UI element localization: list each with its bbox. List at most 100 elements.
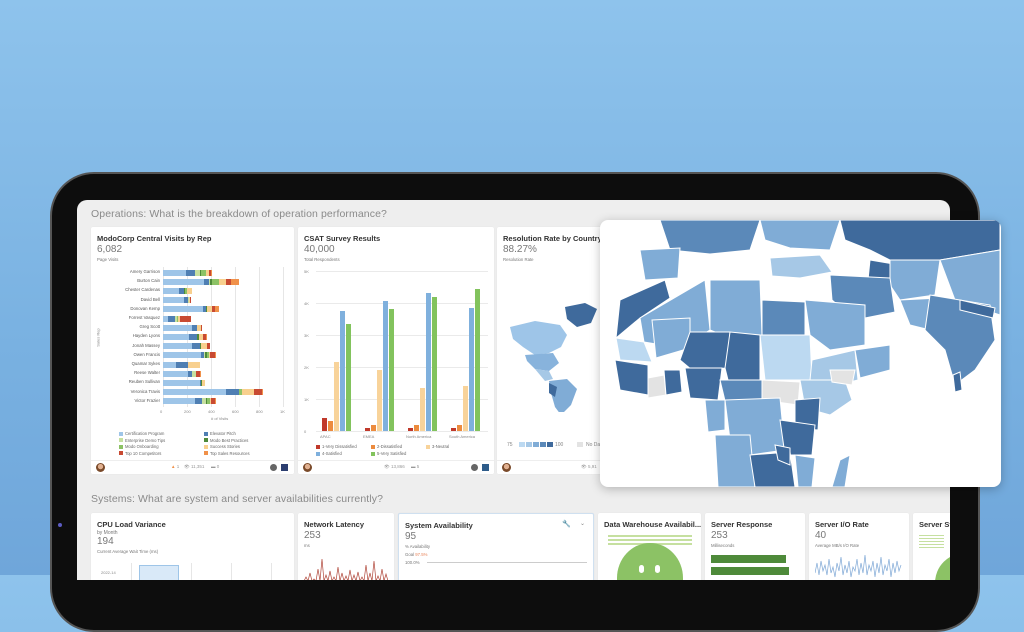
bar-segment[interactable] xyxy=(206,306,208,313)
bar-segment[interactable] xyxy=(207,352,210,359)
csat-bar[interactable] xyxy=(426,293,431,431)
bar-segment[interactable] xyxy=(209,269,211,276)
csat-bar[interactable] xyxy=(389,309,394,431)
csat-bar[interactable] xyxy=(365,427,370,431)
bar-segment[interactable] xyxy=(239,389,243,396)
csat-bar[interactable] xyxy=(377,370,382,431)
bar-segment[interactable] xyxy=(192,370,196,377)
bar-segment[interactable] xyxy=(187,361,201,368)
box-plot[interactable] xyxy=(139,565,179,580)
csat-bar[interactable] xyxy=(383,301,388,431)
csat-bar[interactable] xyxy=(475,288,480,431)
bar-segment[interactable] xyxy=(186,269,196,276)
bar-segment[interactable] xyxy=(210,352,215,359)
bar-segment[interactable] xyxy=(163,297,184,304)
bar-segment[interactable] xyxy=(226,278,232,285)
user-icon[interactable] xyxy=(270,464,277,471)
bar-segment[interactable] xyxy=(200,324,202,331)
csat-bar[interactable] xyxy=(469,307,474,431)
csat-bar[interactable] xyxy=(457,424,462,431)
server-status-card[interactable]: Server St... xyxy=(913,513,950,580)
bar-segment[interactable] xyxy=(163,315,169,322)
bar-segment[interactable] xyxy=(214,398,217,405)
bar-segment[interactable] xyxy=(196,370,200,377)
bar-segment[interactable] xyxy=(212,278,219,285)
bar-segment[interactable] xyxy=(168,315,175,322)
bar-segment[interactable] xyxy=(199,343,201,350)
bar-segment[interactable] xyxy=(191,343,200,350)
user-icon[interactable] xyxy=(471,464,478,471)
thumbnail-icon[interactable] xyxy=(281,464,288,471)
bar-segment[interactable] xyxy=(196,333,199,340)
bar-segment[interactable] xyxy=(163,379,200,386)
bar-segment[interactable] xyxy=(206,398,208,405)
legend-item[interactable]: 1-Very Dissatisfied xyxy=(316,444,357,449)
response-bar[interactable] xyxy=(711,555,786,563)
bar-segment[interactable] xyxy=(200,379,202,386)
bar-segment[interactable] xyxy=(207,398,210,405)
bar-segment[interactable] xyxy=(199,269,201,276)
bar-segment[interactable] xyxy=(203,278,209,285)
bar-segment[interactable] xyxy=(163,269,187,276)
bar-segment[interactable] xyxy=(163,287,180,294)
bar-segment[interactable] xyxy=(163,333,189,340)
csat-bar[interactable] xyxy=(463,386,468,431)
bar-segment[interactable] xyxy=(208,278,211,285)
bar-segment[interactable] xyxy=(179,315,191,322)
bar-segment[interactable] xyxy=(207,306,213,313)
csat-bar[interactable] xyxy=(408,427,413,431)
legend-item[interactable]: 2-Dissatisfied xyxy=(371,444,402,449)
bar-segment[interactable] xyxy=(199,379,201,386)
avatar[interactable] xyxy=(96,463,105,472)
latency-spark-chart[interactable] xyxy=(304,551,390,580)
csat-bar[interactable] xyxy=(451,427,456,431)
bar-segment[interactable] xyxy=(205,269,210,276)
bar-segment[interactable] xyxy=(194,398,202,405)
bar-segment[interactable] xyxy=(163,370,188,377)
visits-by-rep-card[interactable]: ModoCorp Central Visits by Rep 6,082 Pag… xyxy=(91,227,294,474)
likes-count[interactable]: ▲ 1 xyxy=(171,464,180,469)
bar-segment[interactable] xyxy=(199,333,204,340)
bar-segment[interactable] xyxy=(185,287,187,294)
csat-bar[interactable] xyxy=(334,362,339,431)
bar-segment[interactable] xyxy=(262,389,263,396)
bar-segment[interactable] xyxy=(163,343,192,350)
bar-segment[interactable] xyxy=(211,269,213,276)
bar-segment[interactable] xyxy=(188,297,190,304)
bar-segment[interactable] xyxy=(191,324,198,331)
bar-segment[interactable] xyxy=(163,398,195,405)
visits-bar-chart[interactable]: 0 200 400 600 800 1K # of Visits Sales Rep Amery… xyxy=(95,267,285,421)
bar-segment[interactable] xyxy=(209,352,211,359)
bar-segment[interactable] xyxy=(211,398,215,405)
legend-item[interactable]: Success Stories xyxy=(204,444,240,449)
thumbnail-icon[interactable] xyxy=(482,464,489,471)
legend-item[interactable]: Elevator Pitch xyxy=(204,431,236,436)
legend-item[interactable]: Certification Program xyxy=(119,431,164,436)
comments-count[interactable]: ▬ 5 xyxy=(411,464,420,469)
bar-segment[interactable] xyxy=(205,333,207,340)
system-availability-card[interactable]: System Availability 🔧 ⌄ 95 % Availabilit… xyxy=(398,513,594,580)
csat-bar[interactable] xyxy=(432,296,437,431)
bar-segment[interactable] xyxy=(226,389,240,396)
bar-segment[interactable] xyxy=(203,333,206,340)
bar-segment[interactable] xyxy=(206,343,210,350)
bar-segment[interactable] xyxy=(176,315,178,322)
bar-segment[interactable] xyxy=(163,389,226,396)
csat-card[interactable]: CSAT Survey Results 40,000 Total Respond… xyxy=(298,227,494,474)
world-map-zoomed[interactable] xyxy=(600,220,1001,487)
server-response-card[interactable]: Server Response 253 Milliseconds xyxy=(705,513,805,580)
avatar[interactable] xyxy=(303,463,312,472)
bar-segment[interactable] xyxy=(202,398,207,405)
bar-segment[interactable] xyxy=(205,352,208,359)
bar-segment[interactable] xyxy=(163,306,203,313)
csat-bar[interactable] xyxy=(322,418,327,431)
data-warehouse-card[interactable]: Data Warehouse Availabil... xyxy=(598,513,701,580)
bar-segment[interactable] xyxy=(200,343,207,350)
bar-segment[interactable] xyxy=(214,352,216,359)
bar-segment[interactable] xyxy=(212,306,216,313)
bar-segment[interactable] xyxy=(218,278,226,285)
bar-segment[interactable] xyxy=(188,333,197,340)
bar-segment[interactable] xyxy=(254,389,262,396)
bar-segment[interactable] xyxy=(209,398,211,405)
legend-item[interactable]: 3-Neutral xyxy=(426,444,449,449)
